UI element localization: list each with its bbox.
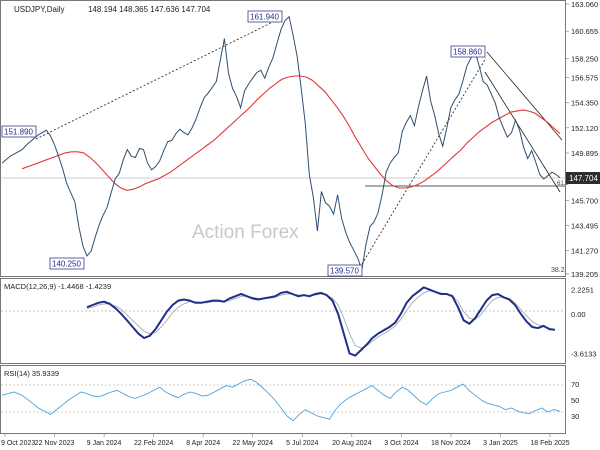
price-y-tick-label: 149.895 xyxy=(571,149,598,158)
label-158-860: 158.860 xyxy=(450,45,486,58)
price-y-tick-label: 156.575 xyxy=(571,73,598,82)
watermark: Action Forex xyxy=(192,222,299,243)
svg-text:147.704: 147.704 xyxy=(569,174,598,183)
macd-y-tick-label: 0.00 xyxy=(571,310,586,319)
x-tick-label: 22 Feb 2024 xyxy=(134,440,173,447)
rsi-y-tick-label: 30 xyxy=(571,412,579,421)
fib-61-8-label: 61.8 xyxy=(557,181,569,187)
label-140-250: 140.250 xyxy=(49,257,85,270)
label-139-570: 139.570 xyxy=(327,264,363,277)
x-tick-label: 5 Jul 2024 xyxy=(286,440,318,447)
x-tick-label: 8 Apr 2024 xyxy=(186,440,220,447)
svg-text:140.250: 140.250 xyxy=(52,260,81,269)
label-161-940: 161.940 xyxy=(247,10,283,23)
price-y-axis: 163.060 160.655 158.250 156.575 154.350 152.1… xyxy=(565,0,598,279)
x-tick-label: 20 Aug 2024 xyxy=(332,440,371,447)
svg-text:139.570: 139.570 xyxy=(330,267,359,276)
price-y-tick-label: 152.120 xyxy=(571,124,598,133)
macd-title: MACD(12,26,9) -1.4468 -1.4239 xyxy=(4,282,111,291)
x-tick-label: 18 Nov 2024 xyxy=(431,440,471,447)
trendline-lower xyxy=(361,57,487,265)
x-tick-label: 22 May 2024 xyxy=(232,440,273,447)
rsi-panel xyxy=(0,365,566,434)
price-y-tick-label: 139.205 xyxy=(571,270,598,279)
price-y-tick-label: 143.495 xyxy=(571,221,598,230)
x-axis: 9 Oct 2023 22 Nov 2023 9 Jan 2024 22 Feb 20… xyxy=(1,434,570,447)
rsi-line xyxy=(1,378,561,422)
moving-average-line xyxy=(21,75,561,191)
rsi-y-tick-label: 70 xyxy=(571,380,579,389)
macd-y-axis: 2.2251 0.00 -3.6133 xyxy=(571,285,596,358)
channel-upper-line xyxy=(486,51,563,141)
ohlc-readout: 148.194 148.365 147.636 147.704 xyxy=(88,5,211,14)
channel-lower-line xyxy=(484,71,561,193)
fib-38-2-label: 38.2 xyxy=(551,267,565,274)
x-tick-label: 22 Nov 2023 xyxy=(35,440,75,447)
price-y-tick-label: 160.655 xyxy=(571,27,598,36)
macd-line xyxy=(86,286,556,357)
rsi-y-axis: 70 50 30 xyxy=(571,380,579,421)
macd-panel xyxy=(0,278,566,364)
symbol-title: USDJPY,Daily xyxy=(14,5,65,14)
price-y-tick-label: 145.700 xyxy=(571,196,598,205)
label-151-890: 151.890 xyxy=(1,125,37,138)
svg-text:161.940: 161.940 xyxy=(250,13,279,22)
rsi-title: RSI(14) 35.9339 xyxy=(4,369,59,378)
svg-text:158.860: 158.860 xyxy=(453,48,482,57)
x-tick-label: 3 Oct 2024 xyxy=(384,440,418,447)
current-price-tag: 147.704 xyxy=(566,172,600,184)
x-tick-label: 9 Jan 2024 xyxy=(87,440,122,447)
x-tick-label: 3 Jan 2025 xyxy=(483,440,518,447)
macd-y-tick-label: -3.6133 xyxy=(571,350,596,359)
macd-signal-line xyxy=(86,290,556,349)
svg-text:151.890: 151.890 xyxy=(4,128,33,137)
price-y-tick-label: 141.270 xyxy=(571,247,598,256)
price-line xyxy=(1,15,561,271)
price-y-tick-label: 163.060 xyxy=(571,0,598,9)
macd-y-tick-label: 2.2251 xyxy=(571,285,594,294)
price-y-tick-label: 154.350 xyxy=(571,99,598,108)
trendline-upper xyxy=(35,16,284,140)
price-y-tick-label: 158.250 xyxy=(571,54,598,63)
x-tick-label: 18 Feb 2025 xyxy=(530,440,569,447)
rsi-y-tick-label: 50 xyxy=(571,396,579,405)
x-tick-label: 9 Oct 2023 xyxy=(1,440,35,447)
